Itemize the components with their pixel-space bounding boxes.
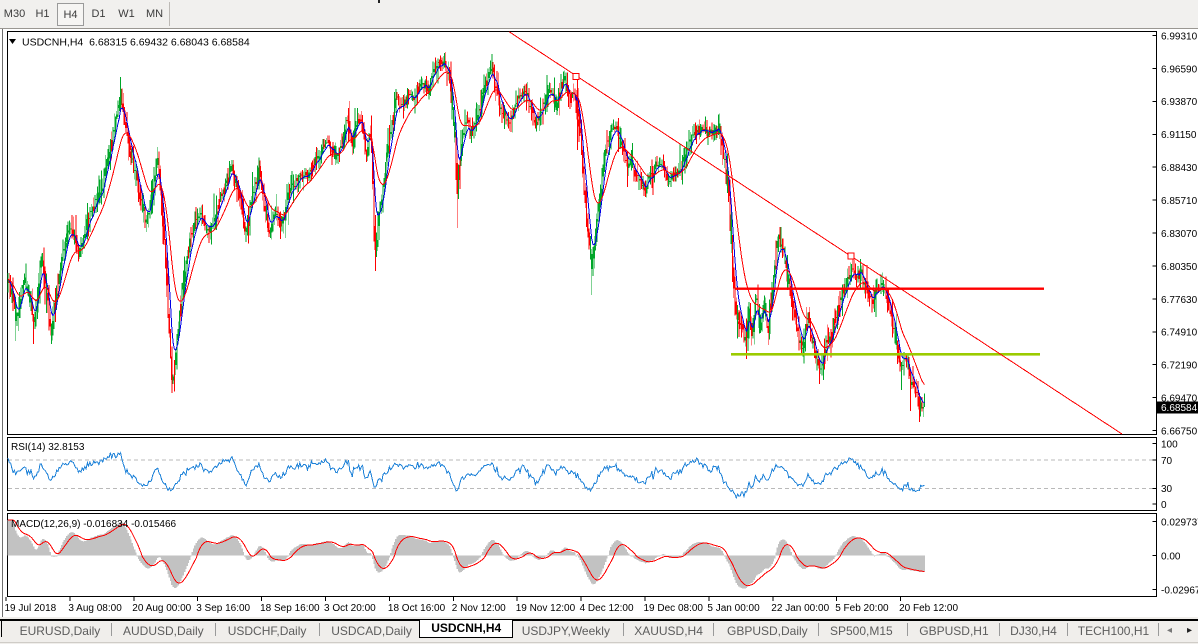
- svg-text:6.83070: 6.83070: [1161, 229, 1198, 240]
- svg-text:6.93870: 6.93870: [1161, 97, 1198, 108]
- svg-text:6.88430: 6.88430: [1161, 163, 1198, 174]
- svg-text:5 Feb 20:00: 5 Feb 20:00: [835, 603, 889, 614]
- svg-text:70: 70: [1161, 456, 1173, 467]
- svg-text:20 Aug 00:00: 20 Aug 00:00: [132, 603, 191, 614]
- svg-text:6.91150: 6.91150: [1161, 130, 1197, 141]
- svg-text:6.77630: 6.77630: [1161, 295, 1198, 306]
- svg-text:4 Dec 12:00: 4 Dec 12:00: [580, 603, 634, 614]
- svg-text:USDCNH,H4 6.68315 6.69432 6.6: USDCNH,H4 6.68315 6.69432 6.68043 6.6858…: [22, 37, 250, 49]
- svg-text:6.72190: 6.72190: [1161, 361, 1198, 372]
- svg-text:19 Jul 2018: 19 Jul 2018: [5, 603, 57, 614]
- svg-text:RSI(14) 32.8153: RSI(14) 32.8153: [11, 442, 85, 453]
- svg-text:19 Nov 12:00: 19 Nov 12:00: [516, 603, 576, 614]
- svg-text:6.69470: 6.69470: [1161, 394, 1198, 405]
- svg-text:6.80350: 6.80350: [1161, 262, 1198, 273]
- svg-text:0: 0: [1161, 500, 1167, 511]
- svg-text:6.66750: 6.66750: [1161, 426, 1198, 437]
- svg-text:18 Oct 16:00: 18 Oct 16:00: [388, 603, 446, 614]
- svg-text:3 Sep 16:00: 3 Sep 16:00: [196, 603, 250, 614]
- svg-text:MACD(12,26,9) -0.016834 -0.015: MACD(12,26,9) -0.016834 -0.015466: [11, 519, 177, 530]
- svg-text:6.85710: 6.85710: [1161, 196, 1198, 207]
- svg-text:20 Feb 12:00: 20 Feb 12:00: [899, 603, 958, 614]
- svg-text:-0.029678: -0.029678: [1161, 585, 1198, 596]
- svg-text:2 Nov 12:00: 2 Nov 12:00: [452, 603, 506, 614]
- svg-text:100: 100: [1161, 439, 1178, 450]
- svg-text:19 Dec 08:00: 19 Dec 08:00: [644, 603, 704, 614]
- svg-text:0.00: 0.00: [1161, 552, 1181, 563]
- svg-text:5 Jan 00:00: 5 Jan 00:00: [707, 603, 760, 614]
- svg-text:6.68584: 6.68584: [1161, 403, 1198, 414]
- svg-text:3 Oct 20:00: 3 Oct 20:00: [324, 603, 376, 614]
- svg-text:3 Aug 08:00: 3 Aug 08:00: [68, 603, 122, 614]
- svg-text:6.99310: 6.99310: [1161, 31, 1198, 42]
- svg-text:6.74910: 6.74910: [1161, 328, 1198, 339]
- svg-text:30: 30: [1161, 484, 1173, 495]
- svg-text:22 Jan 00:00: 22 Jan 00:00: [771, 603, 829, 614]
- svg-text:18 Sep 16:00: 18 Sep 16:00: [260, 603, 320, 614]
- svg-text:6.96590: 6.96590: [1161, 64, 1198, 75]
- svg-text:0.029737: 0.029737: [1161, 518, 1198, 529]
